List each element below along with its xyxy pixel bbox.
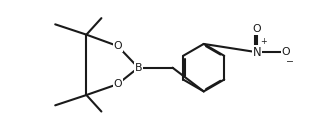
Text: +: + [260,37,267,46]
Text: O: O [252,25,261,34]
Text: O: O [282,47,290,57]
Text: N: N [252,46,261,59]
Text: −: − [286,56,294,65]
Text: B: B [135,63,142,73]
Text: O: O [113,79,122,89]
Text: O: O [113,41,122,51]
